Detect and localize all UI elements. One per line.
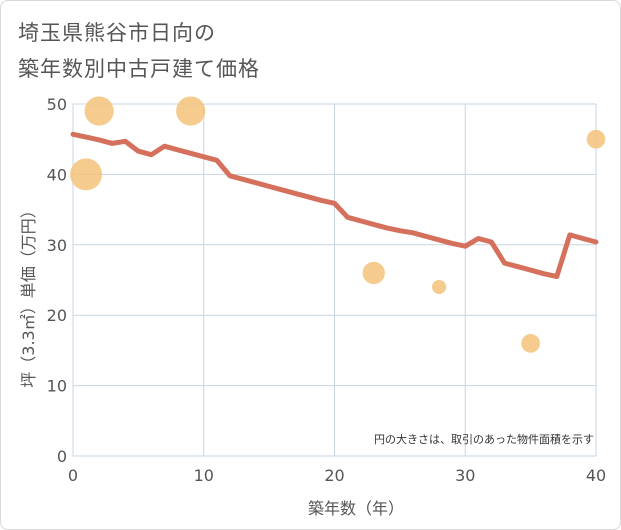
- y-tick-label: 20: [47, 306, 67, 325]
- chart-title: 埼玉県熊谷市日向の 築年数別中古戸建て価格: [18, 15, 260, 87]
- x-tick-label: 0: [68, 466, 78, 485]
- x-tick-label: 40: [586, 466, 606, 485]
- chart-title-line2: 築年数別中古戸建て価格: [18, 57, 260, 81]
- y-axis-label: 坪（3.3㎡）単価（万円）: [19, 202, 38, 387]
- y-tick-label: 10: [47, 377, 67, 396]
- bubble-point: [362, 261, 385, 285]
- x-tick-label: 20: [324, 466, 344, 485]
- grid: [72, 103, 597, 457]
- bubble-point: [586, 129, 606, 149]
- y-tick-label: 0: [57, 447, 67, 466]
- x-tick-label: 30: [455, 466, 475, 485]
- bubble-point: [521, 334, 540, 353]
- x-tick-label: 10: [194, 466, 214, 485]
- y-tick-label: 40: [47, 165, 67, 184]
- bubble-size-note: 円の大きさは、取引のあった物件面積を示す: [374, 432, 594, 446]
- price-trend-line: [70, 131, 599, 279]
- line-layer: [70, 131, 599, 279]
- y-tick-label: 30: [47, 236, 67, 255]
- bubble-layer: [70, 96, 606, 353]
- bubble-point: [70, 158, 103, 191]
- chart-title-line1: 埼玉県熊谷市日向の: [18, 21, 216, 45]
- tick-labels: 0 10 20 30 40 50 0 10 20 30 40: [47, 95, 607, 485]
- y-tick-label: 50: [47, 95, 67, 114]
- bubble-point: [176, 96, 206, 126]
- x-axis-label: 築年数（年）: [308, 499, 404, 518]
- bubble-point: [431, 279, 447, 295]
- bubble-point: [84, 96, 114, 126]
